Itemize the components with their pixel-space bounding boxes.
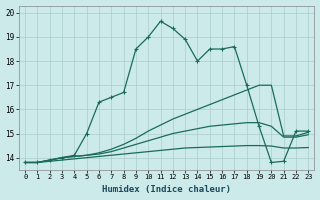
X-axis label: Humidex (Indice chaleur): Humidex (Indice chaleur) — [102, 185, 231, 194]
